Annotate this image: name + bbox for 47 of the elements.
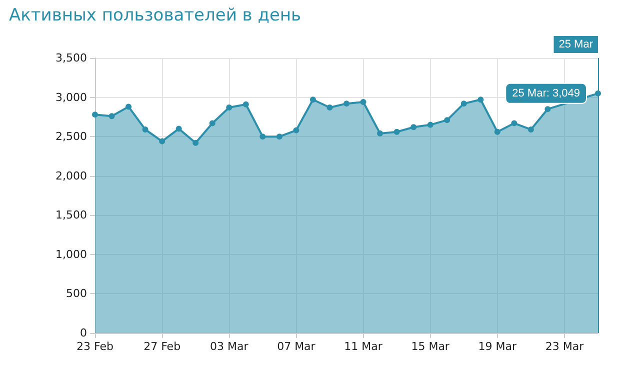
point [478,96,484,103]
x-tick-label: 23 Mar [545,340,584,353]
y-tick-label: 3,500 [56,52,87,64]
point [126,104,132,110]
point [92,112,98,118]
y-tick-label: 2,500 [56,130,87,144]
y-tick-label: 3,000 [56,90,87,104]
x-tick-label: 27 Feb [144,340,181,353]
y-tick-label: 1,500 [56,208,87,222]
y-tick-label: 500 [66,287,87,300]
point [276,134,282,140]
point [544,106,551,112]
point [427,122,434,128]
point [142,126,148,132]
point [293,127,300,134]
annotation: 25 Mar: 3,049 [512,87,580,100]
x-tick-label: 03 Mar [210,340,249,353]
point [176,126,182,132]
y-tick-label: 1,000 [56,248,87,261]
point [209,120,216,126]
point [377,130,384,136]
point [344,100,350,107]
point [192,140,199,146]
x-tick-label: 19 Mar [478,340,517,353]
x-tick-label: 07 Mar [277,340,316,353]
point [444,117,450,124]
point [242,101,249,108]
x-tick-label: 23 Feb [76,340,114,353]
point [511,120,518,126]
ref-line-label: 25 Mar [558,38,594,50]
chart-title: Активных пользователей в день [9,6,302,26]
point [494,128,500,135]
point [360,99,366,105]
point [108,113,115,120]
point [310,96,316,103]
point [159,138,166,144]
point [410,124,417,130]
y-tick-label: 0 [80,326,87,340]
point [226,104,232,110]
y-tick-label: 2,000 [56,169,87,182]
point [528,126,534,132]
point [460,100,467,107]
x-tick-label: 15 Mar [411,340,450,353]
point [260,134,266,140]
point [394,128,400,135]
x-tick-label: 11 Mar [344,340,383,353]
point [326,104,333,110]
